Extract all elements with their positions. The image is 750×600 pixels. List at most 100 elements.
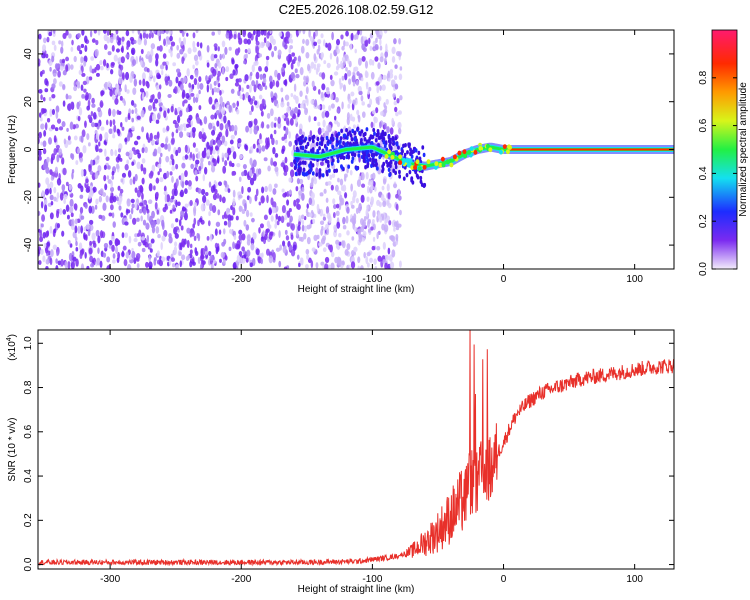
noise-cell [216,70,221,77]
noise-cell [136,252,141,260]
noise-cell [395,111,399,117]
noise-cell [259,223,264,229]
noise-cell [231,171,235,176]
noise-cell [360,77,364,82]
noise-cell [217,30,221,36]
noise-cell [230,88,235,94]
noise-cell [263,157,268,162]
noise-cell [191,127,196,133]
signal-onset-cell [376,128,380,134]
signal-hot-cell [506,144,511,150]
noise-cell [372,210,376,218]
signal-onset-cell [303,138,307,143]
noise-cell [115,238,120,245]
noise-cell [357,228,362,236]
noise-cell [97,235,101,244]
noise-cell [87,228,91,237]
spectrogram-heatmap [38,30,674,269]
signal-onset-cell [355,166,359,171]
noise-cell [358,91,363,96]
noise-cell [296,178,300,185]
noise-cell [236,108,240,115]
noise-cell [310,192,315,200]
noise-cell [320,52,325,59]
noise-cell [324,256,330,264]
noise-cell [217,139,221,148]
y-tick-label: 0.8 [23,380,34,394]
noise-cell [67,95,72,100]
noise-cell [242,93,245,101]
signal-onset-cell [350,137,354,142]
noise-cell [299,103,304,109]
noise-cell [252,143,256,149]
noise-cell [245,224,250,231]
noise-cell [275,247,281,252]
noise-cell [55,105,60,113]
noise-cell [184,144,188,153]
noise-cell [206,148,211,157]
noise-cell [360,95,364,102]
signal-onset-cell [336,158,340,164]
noise-cell [133,140,139,146]
noise-cell [230,205,233,211]
noise-cell [199,264,203,269]
signal-onset-cell [340,128,344,134]
noise-cell [330,251,335,258]
noise-cell [301,220,305,226]
noise-cell [251,64,255,73]
noise-cell [141,236,146,241]
noise-cell [114,97,119,105]
noise-cell [301,224,305,232]
noise-cell [370,226,374,231]
noise-cell [232,241,235,250]
noise-cell [397,188,401,196]
noise-cell [364,38,369,47]
noise-cell [344,248,349,256]
noise-cell [386,126,390,134]
colorbar-gradient [711,29,738,270]
noise-cell [255,188,259,197]
signal-onset-cell [391,141,395,146]
noise-cell [171,195,175,200]
noise-cell [344,192,348,199]
noise-cell [209,146,213,156]
noise-cell [185,92,190,99]
signal-onset-cell [374,158,378,163]
noise-cell [339,82,344,88]
noise-cell [346,243,351,250]
noise-cell [49,181,54,189]
noise-cell [275,213,279,220]
noise-cell [253,84,257,93]
noise-cell [392,93,396,98]
noise-cell [341,45,345,51]
noise-cell [272,79,275,87]
noise-cell [159,30,162,35]
noise-cell [255,71,260,80]
noise-cell [120,121,123,128]
noise-cell [150,43,156,50]
noise-cell [319,161,324,166]
noise-cell [259,73,263,81]
noise-cell [208,251,212,256]
noise-cell [376,246,381,251]
noise-cell [220,107,225,115]
noise-cell [142,78,146,87]
noise-cell [345,215,349,224]
noise-cell [164,194,168,203]
noise-cell [92,240,96,245]
noise-cell [74,205,78,211]
noise-cell [142,167,147,175]
noise-cell [309,182,314,188]
noise-cell [166,194,171,203]
signal-onset-cell [382,161,386,167]
noise-cell [331,31,334,41]
noise-cell [261,98,265,106]
noise-cell [63,193,68,200]
noise-cell [290,92,294,98]
noise-cell [368,86,372,92]
noise-cell [383,102,386,108]
noise-cell [169,209,173,214]
noise-cell [80,43,85,49]
noise-cell [189,151,193,159]
noise-cell [198,105,202,111]
